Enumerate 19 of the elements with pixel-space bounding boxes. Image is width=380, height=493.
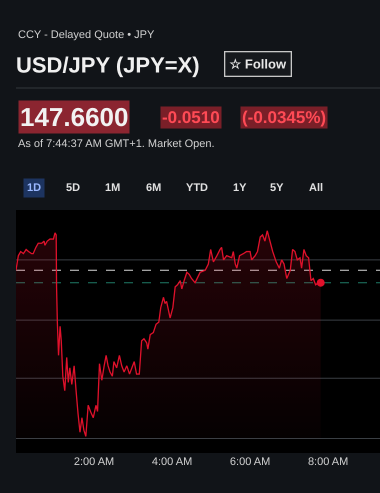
text: -0.0510: [162, 108, 220, 127]
x-tick-label: 6:00 AM: [230, 456, 270, 468]
text: 6M: [146, 182, 162, 194]
text: 147.6600: [20, 102, 128, 132]
x-tick-label: 8:00 AM: [308, 456, 348, 468]
text: All: [309, 182, 324, 194]
chart-subtitle: CCY - Delayed Quote • JPY: [18, 29, 155, 41]
text: 5D: [66, 182, 80, 194]
text: 5Y: [270, 182, 284, 194]
text: As of 7:44:37 AM GMT+1. Market Open.: [18, 138, 215, 150]
text: 1D: [27, 182, 42, 194]
text: YTD: [186, 182, 208, 194]
text: 1Y: [233, 182, 248, 194]
text: 1M: [105, 182, 120, 194]
text: (-0.0345%): [242, 108, 326, 127]
chart-title: USD/JPY (JPY=X): [16, 52, 200, 78]
x-tick-label: 4:00 AM: [152, 456, 192, 468]
x-tick-label: 2:00 AM: [74, 456, 114, 468]
text: ☆ Follow: [229, 56, 287, 72]
